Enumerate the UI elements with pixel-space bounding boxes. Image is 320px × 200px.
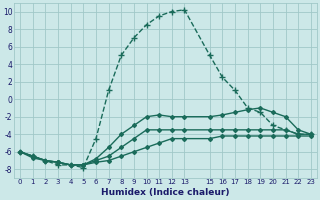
X-axis label: Humidex (Indice chaleur): Humidex (Indice chaleur) bbox=[101, 188, 230, 197]
